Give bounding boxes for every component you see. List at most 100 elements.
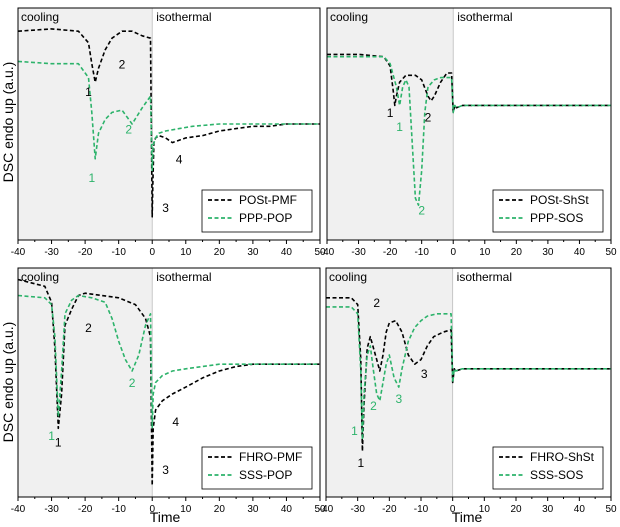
series-point-SSS-POP [132,370,133,371]
series-point-PPP-POP [179,128,180,129]
x-tick-label: 10 [479,504,491,515]
legend-label: PPP-POP [239,211,292,225]
legend-label: FHRO-PMF [239,450,302,464]
series-point-SSS-SOS [446,313,447,314]
series-point-PPP-SOS [484,105,485,106]
series-point-SSS-POP [71,300,72,301]
series-point-FHRO-ShSt [420,359,421,360]
peak-label: 3 [395,392,402,406]
x-tick-label: 50 [314,504,326,515]
x-tick-label: 20 [214,247,226,258]
series-point-FHRO-ShSt [408,354,409,355]
series-point-FHRO-PMF [202,377,203,378]
peak-label: 2 [129,376,136,390]
legend-box [201,446,313,490]
series-point-SSS-SOS [376,393,377,394]
series-point-POSt-PMF [95,82,96,83]
series-point-SSS-POP [125,359,126,360]
series-point-FHRO-PMF [85,293,86,294]
x-tick-label: 40 [281,247,293,258]
series-point-PPP-POP [105,119,106,120]
series-point-POSt-PMF [172,142,173,143]
series-point-PPP-POP [158,133,159,134]
series-point-SSS-POP [153,393,154,394]
series-point-SSS-POP [138,354,139,355]
series-point-PPP-SOS [396,86,397,87]
series-line-FHRO-PMF [17,278,320,487]
series-point-POSt-PMF [51,28,52,29]
x-tick-label: -30 [351,247,366,258]
series-point-FHRO-PMF [61,393,62,394]
x-tick-label: 20 [511,247,523,258]
x-tick-label: -40 [11,504,26,515]
series-point-SSS-POP [54,336,55,337]
x-tick-label: 30 [247,247,259,258]
series-point-POSt-ShSt [440,82,441,83]
series-point-POSt-ShSt [405,75,406,76]
series-point-PPP-SOS [434,79,435,80]
series-point-POSt-PMF [121,31,122,32]
series-point-SSS-POP [162,375,163,376]
series-point-SSS-SOS [452,382,453,383]
series-point-SSS-POP [155,382,156,383]
series-point-PPP-POP [78,63,79,64]
series-point-SSS-POP [61,370,62,371]
x-axis-title-left: Time [150,509,181,525]
series-point-FHRO-PMF [150,336,151,337]
peak-label: 1 [351,424,358,438]
series-point-FHRO-PMF [51,302,52,303]
series-point-FHRO-PMF [219,370,220,371]
series-line-POSt-PMF [17,28,320,218]
region-label-isothermal: isothermal [156,270,211,284]
series-point-FHRO-ShSt [401,332,402,333]
x-tick-label: -30 [44,247,59,258]
series-point-FHRO-ShSt [370,336,371,337]
series-point-FHRO-ShSt [362,451,363,452]
x-tick-label: 40 [574,247,586,258]
series-point-FHRO-ShSt [367,348,368,349]
series-point-PPP-SOS [399,105,400,106]
series-line-SSS-POP [17,294,320,430]
series-point-SSS-SOS [351,306,352,307]
series-point-FHRO-ShSt [351,297,352,298]
series-point-SSS-SOS [363,393,364,394]
series-point-SSS-SOS [401,368,402,369]
x-tick-label: 10 [479,247,491,258]
series-point-POSt-ShSt [396,96,397,97]
series-point-SSS-SOS [386,364,387,365]
series-point-SSS-POP [44,297,45,298]
series-point-PPP-POP [91,112,92,113]
series-point-SSS-POP [252,364,253,365]
x-tick-label: -40 [320,247,335,258]
peak-label: 1 [387,106,394,120]
series-point-SSS-SOS [362,439,363,440]
series-point-SSS-POP [145,325,146,326]
x-tick-label: -30 [350,504,365,515]
series-point-FHRO-PMF [145,318,146,319]
region-label-isothermal: isothermal [457,270,512,284]
series-point-PPP-SOS [421,170,422,171]
series-point-POSt-PMF [91,63,92,64]
series-point-PPP-POP [88,77,89,78]
region-label-cooling: cooling [329,270,367,284]
series-point-FHRO-PMF [152,485,153,486]
x-tick-label: 30 [247,504,259,515]
series-point-POSt-PMF [269,126,270,127]
peak-label: 2 [119,57,126,71]
series-point-SSS-POP [51,304,52,305]
series-point-PPP-SOS [405,79,406,80]
series-point-SSS-POP [152,428,153,429]
series-point-PPP-SOS [427,86,428,87]
series-point-FHRO-ShSt [382,354,383,355]
x-tick-label: -30 [44,504,59,515]
legend-label: POSt-PMF [239,193,297,207]
x-tick-label: -10 [414,504,429,515]
series-point-POSt-PMF [88,42,89,43]
series-point-POSt-ShSt [446,72,447,73]
series-point-SSS-POP [58,416,59,417]
series-point-POSt-PMF [158,135,159,136]
legend-label: SSS-SOS [530,468,583,482]
x-tick-label: 50 [314,247,326,258]
series-point-PPP-SOS [415,198,416,199]
